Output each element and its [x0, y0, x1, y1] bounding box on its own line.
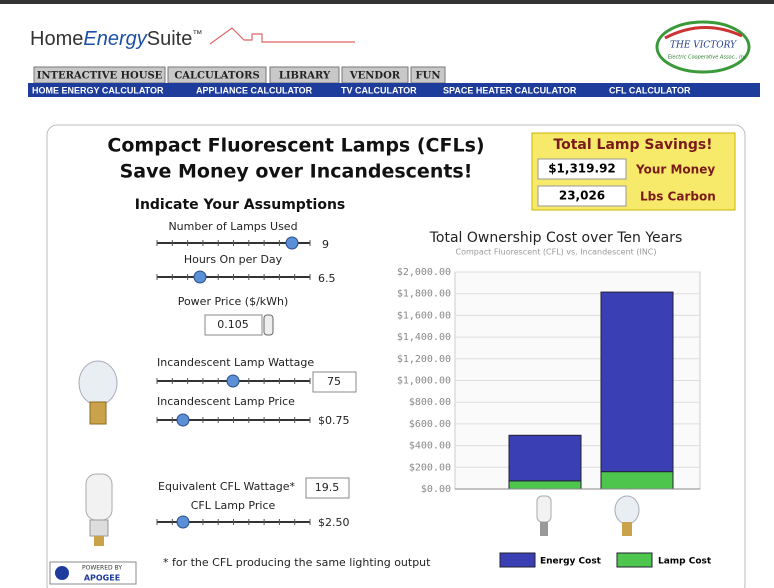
tab-label: INTERACTIVE HOUSE: [37, 71, 163, 82]
y-tick-label: $1,000.00: [397, 376, 451, 387]
tabs: INTERACTIVE HOUSE CALCULATORS LIBRARY VENDO…: [34, 67, 445, 83]
savings-title: Total Lamp Savings!: [553, 137, 712, 153]
field-value: 19.5: [315, 481, 340, 494]
y-tick-label: $1,200.00: [397, 354, 451, 365]
nav-link[interactable]: TV CALCULATOR: [341, 85, 417, 95]
nav-link[interactable]: HOME ENERGY CALCULATOR: [32, 85, 164, 95]
savings-label: Your Money: [635, 163, 715, 177]
bar-segment: [601, 472, 673, 489]
tab-label: CALCULATORS: [174, 71, 259, 82]
tab-label: FUN: [416, 71, 441, 82]
field-value: 9: [322, 238, 329, 251]
y-tick-label: $600.00: [409, 419, 451, 430]
partner-sub: Electric Cooperative Assoc., Inc.: [668, 55, 748, 61]
nav-link[interactable]: SPACE HEATER CALCULATOR: [443, 85, 577, 95]
chart-title: Total Ownership Cost over Ten Years: [429, 230, 683, 246]
chart-subtitle: Compact Fluorescent (CFL) vs. Incandesce…: [455, 248, 656, 257]
logo-part: Home: [30, 28, 83, 50]
savings-label: Lbs Carbon: [640, 190, 716, 204]
panel-title: Save Money over Incandescents!: [120, 161, 473, 183]
savings-money: $1,319.92: [548, 162, 616, 176]
cfl-icon: [86, 474, 112, 546]
bar-segment: [601, 292, 673, 472]
legend-label: Energy Cost: [540, 557, 602, 567]
spinner[interactable]: [264, 315, 273, 335]
y-tick-label: $200.00: [409, 462, 451, 473]
legend-swatch: [500, 553, 535, 567]
logo: HomeEnergySuite™: [30, 28, 202, 50]
y-tick-label: $800.00: [409, 397, 451, 408]
field-value: $2.50: [318, 516, 350, 529]
field-label: Equivalent CFL Wattage*: [158, 480, 295, 493]
slider-thumb[interactable]: [177, 516, 189, 528]
tab-label: LIBRARY: [279, 71, 331, 82]
slider-thumb[interactable]: [177, 414, 189, 426]
y-tick-label: $0.00: [421, 484, 451, 495]
assumptions-title: Indicate Your Assumptions: [135, 197, 346, 213]
tab-label: VENDOR: [349, 71, 401, 82]
logo-part: Energy: [83, 28, 147, 50]
bar-segment: [509, 481, 581, 489]
nav-link[interactable]: CFL CALCULATOR: [609, 85, 691, 95]
field-label: Hours On per Day: [184, 253, 283, 266]
field-label: Number of Lamps Used: [168, 220, 297, 233]
y-tick-label: $1,600.00: [397, 310, 451, 321]
field-value: 75: [327, 375, 341, 388]
top-border: [0, 0, 774, 4]
field-value: $0.75: [318, 414, 350, 427]
legend-label: Lamp Cost: [658, 557, 712, 567]
slider-thumb[interactable]: [194, 271, 206, 283]
field-value: 6.5: [318, 272, 336, 285]
y-tick-label: $400.00: [409, 441, 451, 452]
nav-link[interactable]: APPLIANCE CALCULATOR: [196, 85, 313, 95]
slider-thumb[interactable]: [227, 375, 239, 387]
field-value: 0.105: [217, 318, 249, 331]
slider-thumb[interactable]: [286, 237, 298, 249]
powered-text: POWERED BY: [82, 565, 122, 572]
legend-swatch: [617, 553, 652, 567]
savings-carbon: 23,026: [559, 189, 605, 203]
field-label: Incandescent Lamp Price: [157, 395, 295, 408]
field-label: CFL Lamp Price: [191, 499, 276, 512]
bar-segment: [509, 435, 581, 481]
powered-brand: APOGEE: [84, 574, 120, 583]
footnote: * for the CFL producing the same lightin…: [163, 556, 431, 569]
page: HomeEnergySuite™ THE VICTORY Electric Co…: [0, 0, 774, 588]
y-tick-label: $1,400.00: [397, 332, 451, 343]
logo-part: ™: [192, 29, 202, 40]
y-tick-label: $1,800.00: [397, 289, 451, 300]
field-label: Power Price ($/kWh): [178, 295, 289, 308]
y-tick-label: $2,000.00: [397, 267, 451, 278]
partner-name: THE VICTORY: [670, 41, 737, 51]
powered-icon: [55, 566, 69, 580]
panel-title: Compact Fluorescent Lamps (CFLs): [107, 135, 484, 157]
logo-part: Suite: [147, 28, 193, 50]
field-label: Incandescent Lamp Wattage: [157, 356, 314, 369]
